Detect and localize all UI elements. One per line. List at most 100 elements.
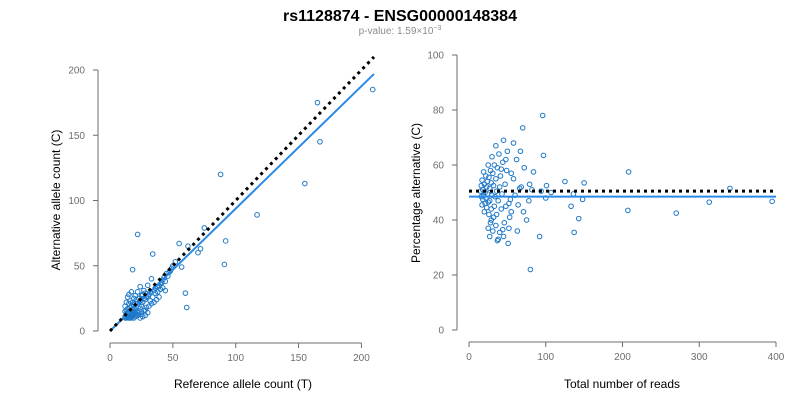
left-x-tick-label: 0 — [107, 353, 113, 364]
right-y-tick-label: 60 — [433, 161, 445, 172]
right-data-point — [519, 125, 526, 131]
right-data-point — [543, 182, 550, 189]
right-data-point — [539, 112, 546, 119]
right-data-point — [498, 166, 505, 172]
right-data-point — [673, 210, 680, 216]
right-data-point — [482, 200, 488, 207]
right-data-point — [493, 142, 499, 149]
left-y-tick-label: 150 — [68, 131, 85, 142]
right-data-point — [515, 202, 521, 208]
right-data-point — [581, 180, 587, 186]
right-x-axis-title: Total number of reads — [564, 377, 680, 391]
right-data-point — [568, 203, 574, 210]
left-data-point — [149, 251, 156, 257]
right-data-point — [491, 162, 498, 168]
left-data-point — [138, 311, 145, 317]
left-data-point — [148, 276, 155, 282]
right-data-point — [506, 225, 512, 232]
right-data-point — [488, 217, 495, 223]
right-data-point — [491, 203, 498, 210]
right-x-tick-label: 200 — [614, 352, 631, 363]
left-x-tick-label: 50 — [167, 353, 179, 364]
right-data-point — [523, 217, 530, 223]
left-data-point — [134, 289, 141, 295]
right-data-point — [530, 169, 537, 175]
right-data-point — [520, 208, 527, 215]
figure-title: rs1128874 - ENSG00000148384 — [283, 8, 517, 25]
right-data-point — [575, 215, 582, 222]
right-data-point — [495, 197, 501, 204]
right-data-point — [510, 175, 517, 182]
right-data-point — [503, 167, 510, 174]
right-data-point — [513, 156, 520, 163]
left-data-point — [185, 243, 191, 249]
right-y-tick-label: 80 — [433, 106, 445, 117]
right-data-point — [510, 140, 517, 146]
right-data-point — [526, 197, 532, 204]
right-data-point — [486, 185, 493, 192]
left-data-point — [137, 283, 143, 290]
right-y-tick-label: 100 — [427, 51, 444, 62]
left-x-tick-label: 100 — [227, 353, 244, 364]
left-reference-line — [108, 55, 376, 333]
right-data-point — [489, 228, 496, 234]
left-data-point — [254, 212, 260, 218]
right-data-point — [769, 198, 775, 205]
left-data-point — [217, 171, 224, 178]
left-x-axis-title: Reference allele count (T) — [174, 377, 312, 391]
right-data-point — [504, 148, 511, 155]
left-data-point — [176, 240, 182, 247]
left-data-point — [144, 282, 151, 289]
right-data-point — [506, 200, 512, 207]
right-data-point — [489, 153, 495, 160]
right-data-point — [526, 181, 533, 188]
right-data-point — [571, 229, 577, 236]
left-data-point — [302, 180, 308, 187]
right-data-point — [503, 156, 509, 163]
left-data-point — [142, 307, 148, 313]
left-data-point — [162, 287, 169, 294]
left-data-point — [195, 249, 201, 256]
left-y-axis-title: Alternative allele count (C) — [49, 130, 63, 271]
right-data-point — [499, 226, 506, 233]
left-y-tick-label: 0 — [79, 327, 85, 338]
right-data-point — [521, 164, 528, 171]
right-data-point — [527, 266, 534, 273]
right-data-point — [706, 199, 713, 205]
left-y-tick-label: 200 — [68, 66, 85, 77]
left-data-point — [124, 294, 131, 300]
right-data-point — [502, 181, 508, 188]
right-x-tick-label: 100 — [537, 352, 554, 363]
left-data-point — [221, 261, 228, 268]
left-data-point — [134, 231, 141, 238]
right-data-point — [538, 188, 544, 194]
pvalue-exponent: −3 — [433, 25, 441, 32]
pvalue-text: p-value: 1.59×10 — [359, 26, 434, 37]
right-y-tick-label: 20 — [433, 271, 445, 282]
right-data-point — [503, 203, 509, 210]
right-data-point — [481, 181, 488, 188]
right-data-point — [506, 214, 513, 221]
left-data-point — [132, 292, 138, 299]
right-data-point — [579, 196, 586, 203]
right-scatter-plot: Total number of reads Percentage alterna… — [409, 51, 785, 392]
right-data-point — [478, 182, 485, 189]
right-data-point — [536, 233, 543, 240]
right-data-point — [498, 206, 505, 212]
right-data-point — [479, 177, 485, 183]
left-data-point — [314, 99, 321, 106]
left-y-tick-label: 50 — [74, 261, 86, 272]
left-data-point — [183, 304, 190, 311]
right-data-point — [493, 222, 499, 229]
right-data-point — [485, 225, 491, 232]
left-scatter-plot: Reference allele count (T) Alternative a… — [49, 55, 376, 391]
right-data-point — [497, 173, 504, 179]
right-data-point — [495, 236, 501, 243]
right-data-point — [481, 208, 488, 215]
left-data-point — [197, 245, 204, 252]
right-data-point — [480, 169, 487, 175]
right-data-point — [496, 151, 502, 157]
right-data-point — [496, 229, 503, 236]
right-data-point — [517, 148, 524, 155]
